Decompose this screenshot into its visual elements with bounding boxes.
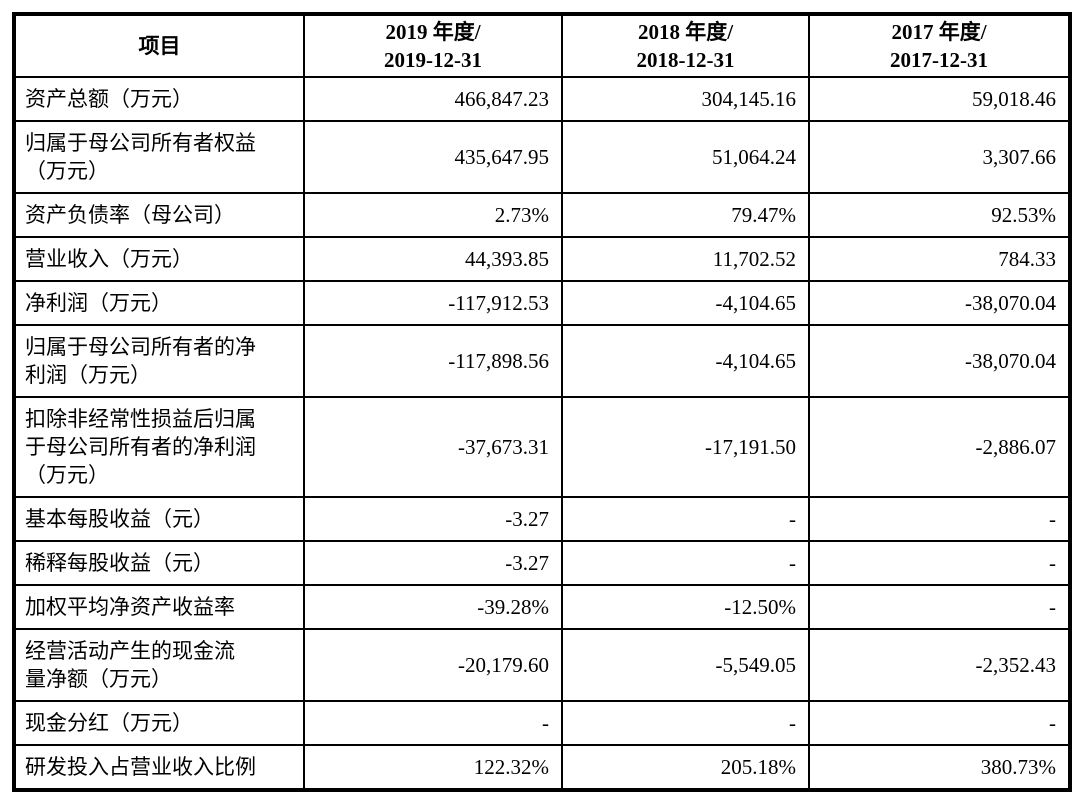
value-2018: 11,702.52 — [561, 236, 810, 282]
table-row: 归属于母公司所有者的净 利润（万元） -117,898.56 -4,104.65… — [13, 324, 1071, 398]
value-2019: -3.27 — [303, 540, 563, 586]
row-label: 经营活动产生的现金流 量净额（万元） — [13, 628, 305, 702]
financial-summary-table: 项目 2019 年度/ 2019-12-31 2018 年度/ 2018-12-… — [12, 12, 1072, 792]
value-2018: 304,145.16 — [561, 76, 810, 122]
value-2019: 122.32% — [303, 744, 563, 791]
table-row: 现金分红（万元） - - - — [13, 700, 1071, 746]
row-label: 研发投入占营业收入比例 — [13, 744, 305, 791]
value-2019: 2.73% — [303, 192, 563, 238]
row-label: 稀释每股收益（元） — [13, 540, 305, 586]
header-2018: 2018 年度/ 2018-12-31 — [561, 13, 810, 78]
table-row: 资产负债率（母公司） 2.73% 79.47% 92.53% — [13, 192, 1071, 238]
value-2018: 205.18% — [561, 744, 810, 791]
value-2018: 51,064.24 — [561, 120, 810, 194]
value-2019: -117,912.53 — [303, 280, 563, 326]
value-2017: -38,070.04 — [808, 324, 1071, 398]
value-2017: 59,018.46 — [808, 76, 1071, 122]
value-2018: -17,191.50 — [561, 396, 810, 498]
value-2018: - — [561, 700, 810, 746]
row-label: 归属于母公司所有者的净 利润（万元） — [13, 324, 305, 398]
value-2017: -38,070.04 — [808, 280, 1071, 326]
header-2017: 2017 年度/ 2017-12-31 — [808, 13, 1071, 78]
row-label: 扣除非经常性损益后归属 于母公司所有者的净利润 （万元） — [13, 396, 305, 498]
row-label: 资产负债率（母公司） — [13, 192, 305, 238]
value-2018: - — [561, 496, 810, 542]
row-label: 资产总额（万元） — [13, 76, 305, 122]
value-2017: - — [808, 496, 1071, 542]
table-row: 稀释每股收益（元） -3.27 - - — [13, 540, 1071, 586]
table-header-row: 项目 2019 年度/ 2019-12-31 2018 年度/ 2018-12-… — [13, 13, 1071, 78]
table-row: 加权平均净资产收益率 -39.28% -12.50% - — [13, 584, 1071, 630]
value-2019: - — [303, 700, 563, 746]
value-2019: 466,847.23 — [303, 76, 563, 122]
value-2019: 44,393.85 — [303, 236, 563, 282]
table-row: 营业收入（万元） 44,393.85 11,702.52 784.33 — [13, 236, 1071, 282]
table-row: 扣除非经常性损益后归属 于母公司所有者的净利润 （万元） -37,673.31 … — [13, 396, 1071, 498]
value-2017: - — [808, 700, 1071, 746]
row-label: 营业收入（万元） — [13, 236, 305, 282]
table-row: 归属于母公司所有者权益 （万元） 435,647.95 51,064.24 3,… — [13, 120, 1071, 194]
table-row: 经营活动产生的现金流 量净额（万元） -20,179.60 -5,549.05 … — [13, 628, 1071, 702]
value-2017: 92.53% — [808, 192, 1071, 238]
value-2019: -117,898.56 — [303, 324, 563, 398]
value-2017: 380.73% — [808, 744, 1071, 791]
value-2018: - — [561, 540, 810, 586]
value-2017: -2,352.43 — [808, 628, 1071, 702]
table-row: 研发投入占营业收入比例 122.32% 205.18% 380.73% — [13, 744, 1071, 791]
table-row: 净利润（万元） -117,912.53 -4,104.65 -38,070.04 — [13, 280, 1071, 326]
value-2017: - — [808, 584, 1071, 630]
value-2017: - — [808, 540, 1071, 586]
value-2017: -2,886.07 — [808, 396, 1071, 498]
row-label: 净利润（万元） — [13, 280, 305, 326]
value-2017: 784.33 — [808, 236, 1071, 282]
value-2018: -4,104.65 — [561, 324, 810, 398]
value-2017: 3,307.66 — [808, 120, 1071, 194]
table-row: 资产总额（万元） 466,847.23 304,145.16 59,018.46 — [13, 76, 1071, 122]
row-label: 现金分红（万元） — [13, 700, 305, 746]
value-2019: 435,647.95 — [303, 120, 563, 194]
value-2019: -37,673.31 — [303, 396, 563, 498]
value-2019: -3.27 — [303, 496, 563, 542]
row-label: 归属于母公司所有者权益 （万元） — [13, 120, 305, 194]
row-label: 加权平均净资产收益率 — [13, 584, 305, 630]
value-2018: -5,549.05 — [561, 628, 810, 702]
value-2018: -4,104.65 — [561, 280, 810, 326]
value-2018: 79.47% — [561, 192, 810, 238]
value-2019: -20,179.60 — [303, 628, 563, 702]
header-item: 项目 — [13, 13, 305, 78]
header-2019: 2019 年度/ 2019-12-31 — [303, 13, 563, 78]
row-label: 基本每股收益（元） — [13, 496, 305, 542]
value-2019: -39.28% — [303, 584, 563, 630]
table-row: 基本每股收益（元） -3.27 - - — [13, 496, 1071, 542]
value-2018: -12.50% — [561, 584, 810, 630]
